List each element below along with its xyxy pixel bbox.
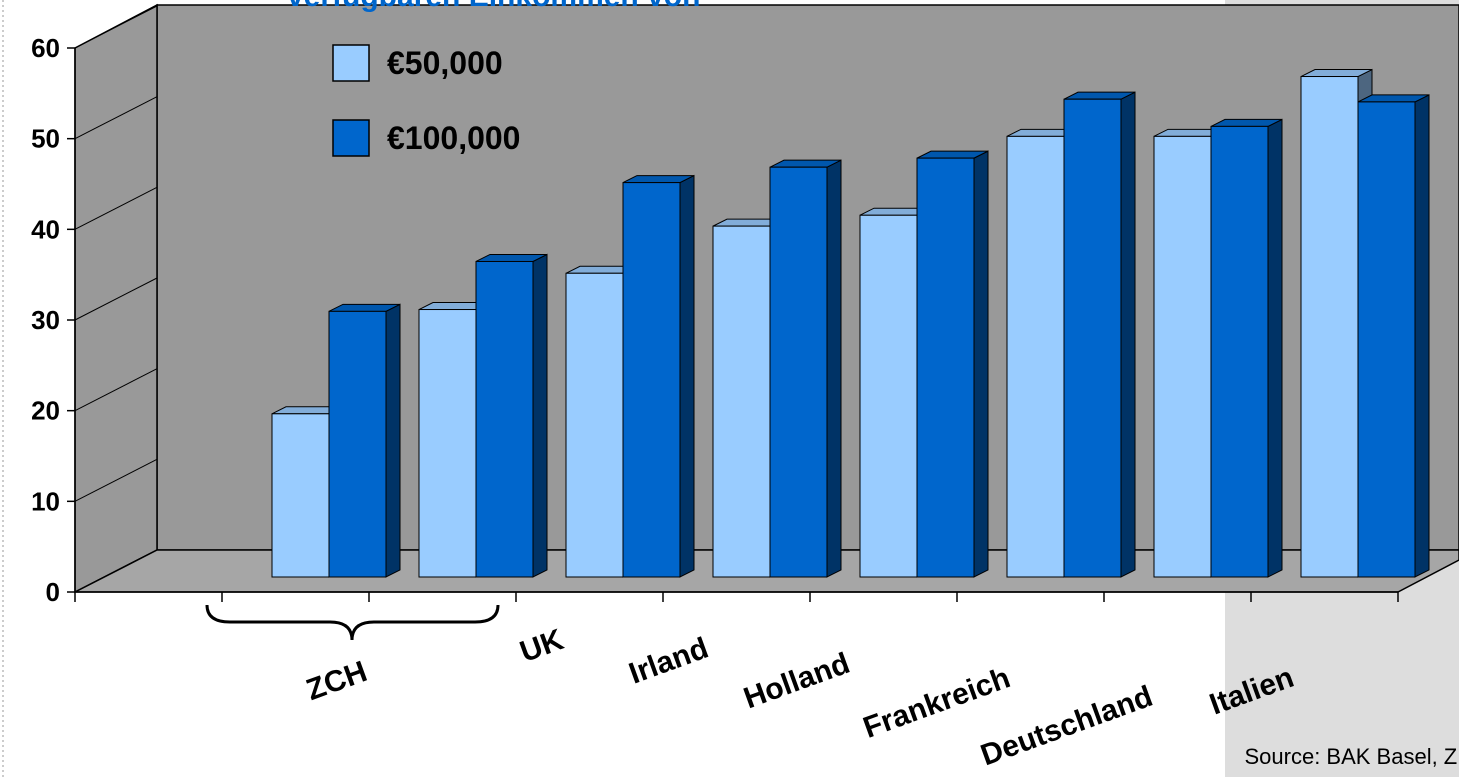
x-tick-label: Holland: [739, 647, 854, 716]
bar-side: [385, 303, 401, 578]
x-tick-label: UK: [516, 623, 568, 669]
y-tick-label: 0: [46, 577, 60, 607]
grid-line: [74, 5, 158, 49]
bar-side: [973, 150, 989, 578]
bar-front: [271, 413, 330, 578]
bar: [769, 159, 842, 578]
bar: [622, 174, 695, 578]
bar-front: [1006, 135, 1065, 578]
grid-line: [74, 186, 158, 230]
bar-front: [712, 225, 771, 578]
legend-label: €100,000: [387, 120, 520, 156]
bar-side: [679, 174, 695, 578]
grid-line: [74, 458, 158, 502]
bar: [916, 150, 989, 578]
y-tick-label: 10: [31, 486, 60, 516]
bar-front: [1210, 125, 1269, 578]
x-tick-label: Frankreich: [859, 661, 1014, 744]
bar-front: [328, 310, 387, 578]
bar-front: [565, 272, 624, 578]
legend-swatch: [332, 119, 370, 157]
bar-front: [622, 182, 681, 578]
bar: [328, 303, 401, 578]
bar-side: [1267, 118, 1283, 578]
bar-side: [1120, 91, 1136, 578]
bar-front: [769, 166, 828, 578]
y-tick-label: 60: [31, 33, 60, 63]
x-tick-label: ZCH: [302, 655, 371, 707]
bar-side: [826, 159, 842, 578]
bar-front: [1357, 101, 1416, 578]
chart-title: verfügbaren Einkommen von: [287, 0, 700, 13]
legend-swatch: [332, 44, 370, 82]
bar-front: [859, 214, 918, 578]
grid-line: [74, 368, 158, 412]
legend-label: €50,000: [387, 45, 503, 81]
y-tick-label: 30: [31, 305, 60, 335]
y-tick-label: 40: [31, 214, 60, 244]
bar-front: [1153, 135, 1212, 578]
y-tick-label: 50: [31, 124, 60, 154]
bar-front: [418, 309, 477, 578]
bar-side: [1414, 94, 1430, 578]
bar-side: [532, 253, 548, 578]
bar: [1357, 94, 1430, 578]
brace: [205, 604, 500, 641]
grid-line: [74, 96, 158, 140]
y-tick-label: 20: [31, 396, 60, 426]
bar-front: [1300, 76, 1359, 578]
source: Source: BAK Basel, ZEW 200: [1244, 744, 1459, 769]
bar-front: [475, 260, 534, 578]
bar: [475, 253, 548, 578]
x-tick-label: Irland: [625, 632, 713, 691]
bar: [1063, 91, 1136, 578]
grid-line: [74, 549, 158, 593]
grid-line: [74, 277, 158, 321]
bar: [1210, 118, 1283, 578]
bar-front: [916, 157, 975, 578]
bar-front: [1063, 98, 1122, 578]
